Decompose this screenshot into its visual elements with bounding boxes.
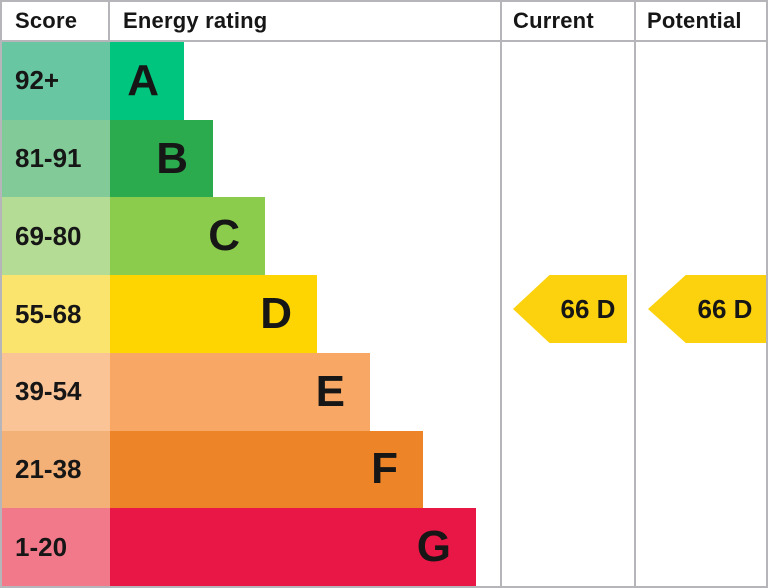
score-range-b: 81-91 <box>2 119 110 198</box>
potential-column-header: Potential <box>647 8 742 33</box>
score-range-c: 69-80 <box>2 197 110 276</box>
score-range-f: 21-38 <box>2 430 110 509</box>
potential-column-divider <box>634 2 636 586</box>
band-bar-d: D <box>110 275 317 353</box>
band-row-c: 69-80 C <box>2 197 766 276</box>
header-row: Score Energy rating Current Potential <box>2 2 766 42</box>
band-row-d: 55-68 D <box>2 275 766 353</box>
energy-rating-column-header: Energy rating <box>123 8 268 33</box>
score-range-e: 39-54 <box>2 352 110 431</box>
band-bar-b: B <box>110 119 213 198</box>
band-row-e: 39-54 E <box>2 352 766 431</box>
score-range-a: 92+ <box>2 42 110 120</box>
band-bar-c: C <box>110 197 265 276</box>
band-bar-e: E <box>110 352 370 431</box>
current-column-header: Current <box>513 8 594 33</box>
score-range-d: 55-68 <box>2 275 110 353</box>
score-column-header: Score <box>2 2 110 40</box>
band-row-b: 81-91 B <box>2 119 766 198</box>
band-bar-a: A <box>110 42 184 120</box>
band-bar-g: G <box>110 508 476 586</box>
band-row-a: 92+ A <box>2 42 766 120</box>
score-range-g: 1-20 <box>2 508 110 586</box>
band-row-f: 21-38 F <box>2 430 766 509</box>
band-row-g: 1-20 G <box>2 508 766 586</box>
band-bar-f: F <box>110 430 423 509</box>
band-rows: 92+ A 81-91 B 69-80 C 55-68 D 39-54 E 21… <box>2 42 766 586</box>
current-column-divider <box>500 2 502 586</box>
